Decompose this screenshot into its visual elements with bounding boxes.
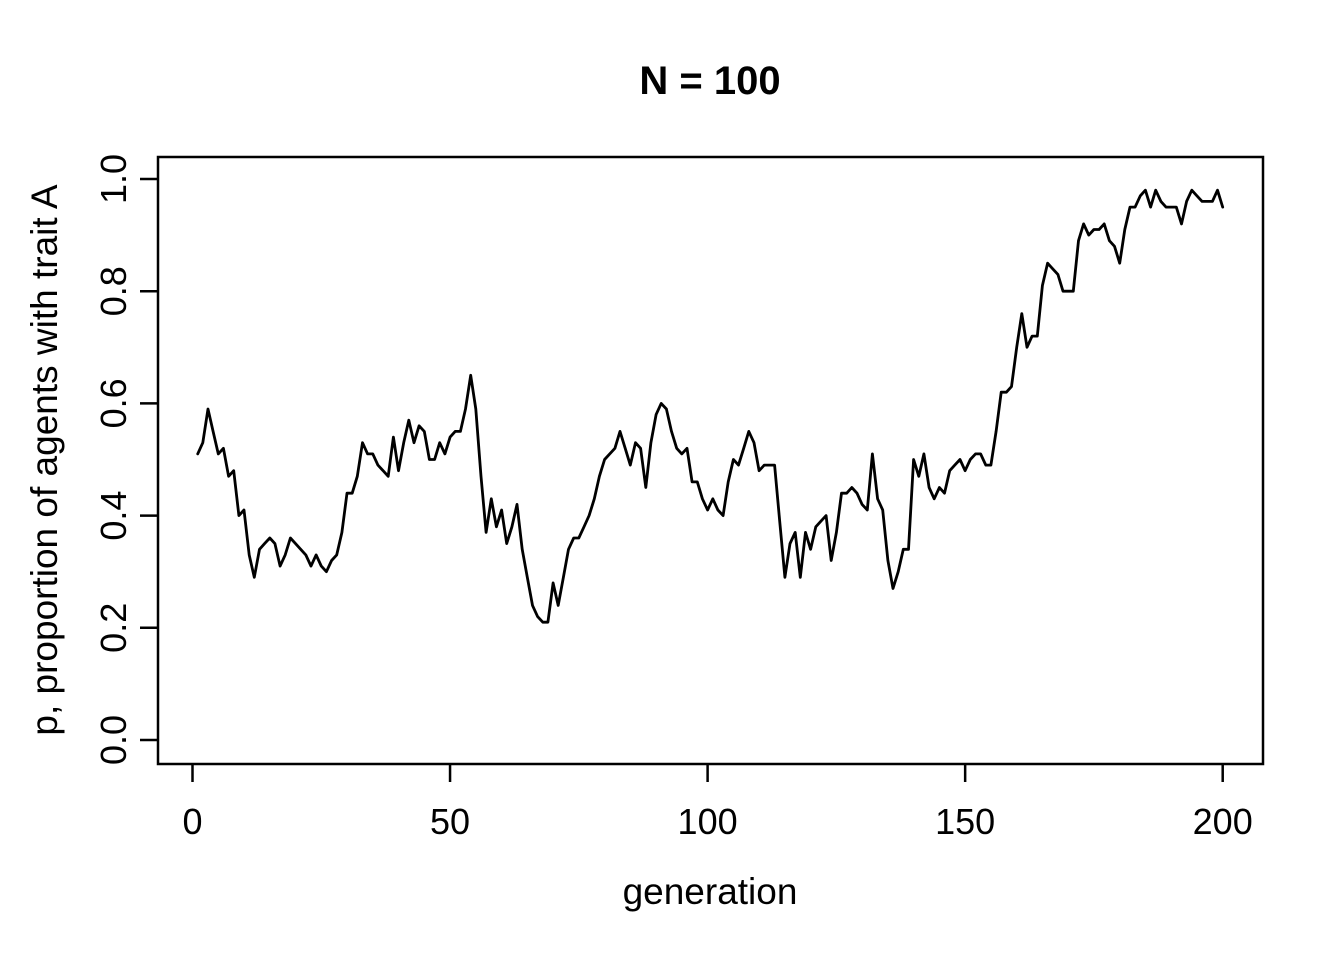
series-line xyxy=(196,188,1225,624)
y-axis-ticks: 0.0 0.2 0.4 0.6 0.8 1.0 xyxy=(93,154,158,765)
y-tick-label: 0.4 xyxy=(93,491,134,541)
x-tick-label: 100 xyxy=(678,801,738,842)
x-tick-label: 50 xyxy=(430,801,470,842)
y-tick-label: 0.8 xyxy=(93,266,134,316)
x-tick-label: 150 xyxy=(935,801,995,842)
y-tick-label: 0.2 xyxy=(93,603,134,653)
x-tick-label: 0 xyxy=(182,801,202,842)
y-axis-label: p, proportion of agents with trait A xyxy=(24,184,65,736)
x-tick-label: 200 xyxy=(1193,801,1253,842)
y-tick-label: 0.0 xyxy=(93,715,134,765)
x-axis-ticks: 0 50 100 150 200 xyxy=(182,764,1253,842)
y-tick-label: 0.6 xyxy=(93,378,134,428)
plot-box xyxy=(156,155,1265,766)
x-axis-label: generation xyxy=(623,871,798,912)
chart-title: N = 100 xyxy=(639,59,780,103)
y-tick-label: 1.0 xyxy=(93,154,134,204)
